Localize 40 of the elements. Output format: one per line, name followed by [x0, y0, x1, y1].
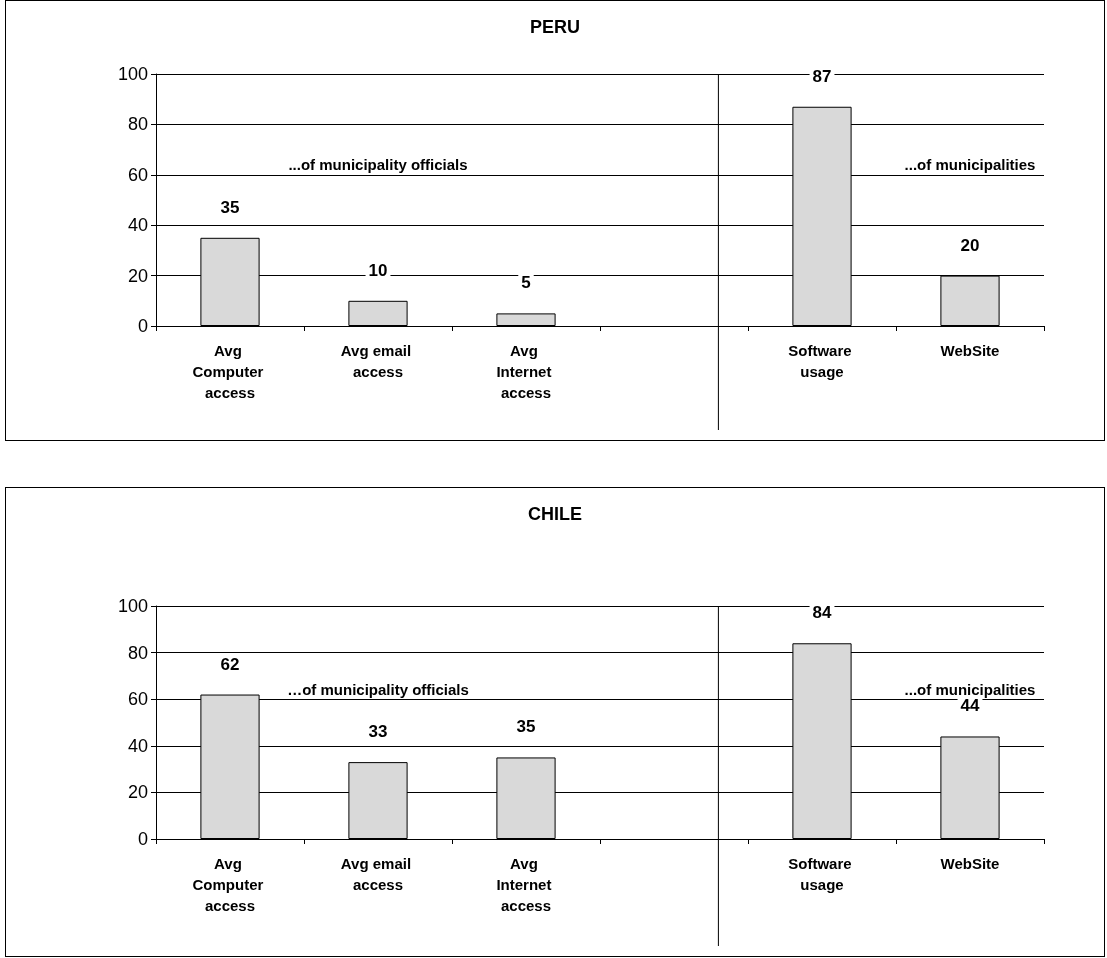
x-tick-label: WebSite [940, 855, 1000, 872]
y-tick-label: 0 [137, 829, 148, 849]
annotation: ...of municipalities [904, 681, 1036, 699]
annotation: …of municipality officials [287, 681, 469, 699]
x-tick-label: Avg Internet access [496, 855, 556, 914]
data-label: 10 [368, 260, 388, 280]
y-tick-label: 60 [127, 689, 148, 710]
y-tick-label: 60 [127, 164, 148, 185]
x-tick-label: Avg email access [340, 855, 416, 893]
annotation: ...of municipalities [904, 156, 1036, 174]
data-label: 87 [812, 66, 832, 86]
y-tick-label: 80 [127, 114, 148, 135]
data-label: 5 [521, 273, 531, 293]
x-tick-label: Avg Internet access [496, 342, 556, 401]
y-tick-label: 20 [127, 782, 148, 803]
y-tick-label: 40 [127, 215, 148, 236]
annotation: ...of municipality officials [288, 156, 468, 174]
chart-title: PERU [529, 17, 581, 37]
data-label: 35 [516, 717, 536, 737]
data-label: 62 [220, 654, 240, 674]
x-tick-label: Avg email access [340, 342, 416, 380]
x-tick-label: Software usage [788, 855, 856, 893]
y-tick-label: 80 [127, 642, 148, 663]
data-label: 84 [812, 603, 832, 623]
x-tick-label: Avg Computer access [192, 855, 268, 914]
x-tick-label: WebSite [940, 342, 1000, 359]
y-tick-label: 100 [117, 64, 148, 84]
data-label: 35 [220, 197, 240, 217]
data-label: 20 [960, 235, 980, 255]
y-tick-label: 100 [117, 596, 148, 616]
chart-title: CHILE [528, 504, 582, 524]
bar [348, 300, 408, 326]
bar [496, 313, 556, 326]
y-tick-label: 20 [127, 265, 148, 286]
y-tick-label: 0 [137, 316, 148, 336]
data-label: 33 [368, 722, 388, 742]
data-label: 44 [960, 696, 980, 716]
y-tick-label: 40 [127, 735, 148, 756]
x-tick-label: Avg Computer access [192, 342, 268, 401]
x-tick-label: Software usage [788, 342, 856, 380]
